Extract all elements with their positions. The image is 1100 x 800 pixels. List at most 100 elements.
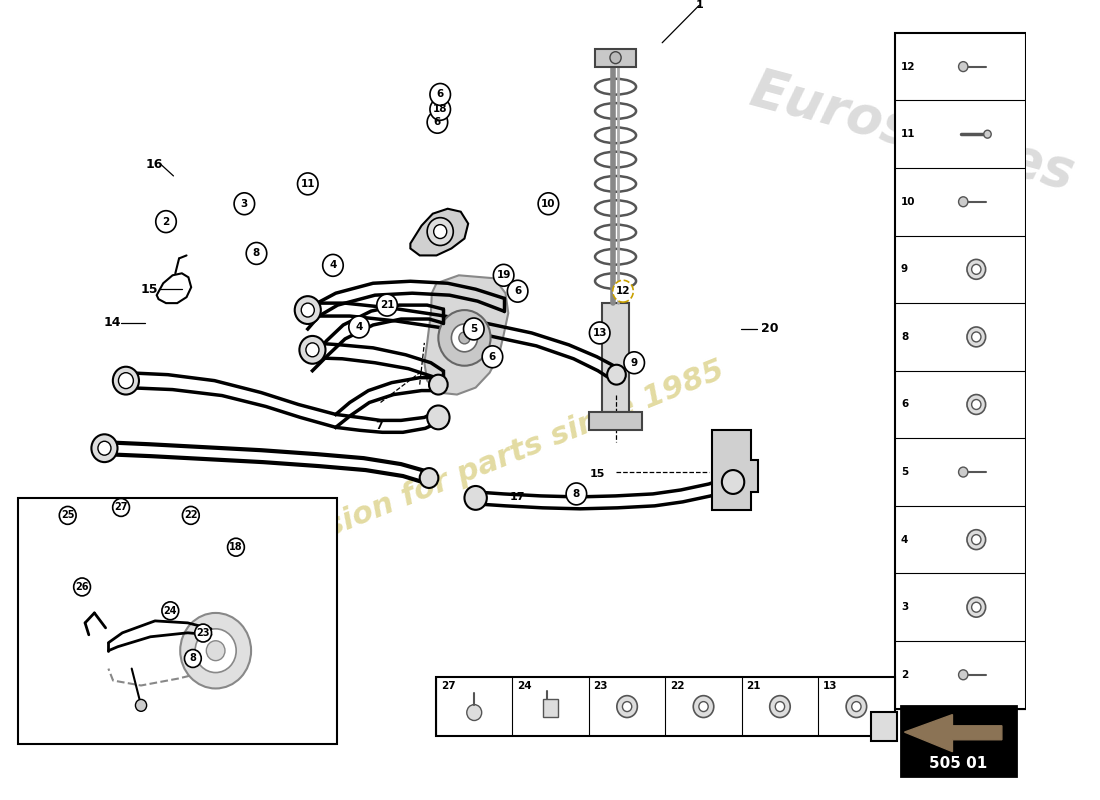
Text: Eurospares: Eurospares bbox=[745, 64, 1081, 201]
Text: 6: 6 bbox=[488, 352, 496, 362]
Circle shape bbox=[967, 259, 986, 279]
Circle shape bbox=[971, 602, 981, 612]
Bar bbox=[590, 413, 641, 430]
Text: 6: 6 bbox=[901, 399, 909, 410]
Text: 24: 24 bbox=[517, 681, 531, 690]
Circle shape bbox=[162, 602, 178, 620]
Circle shape bbox=[59, 506, 76, 524]
Circle shape bbox=[466, 705, 482, 721]
Circle shape bbox=[590, 322, 610, 344]
Circle shape bbox=[430, 83, 451, 106]
Circle shape bbox=[459, 332, 470, 344]
Circle shape bbox=[770, 696, 790, 718]
Circle shape bbox=[322, 254, 343, 276]
Text: 8: 8 bbox=[901, 332, 909, 342]
Circle shape bbox=[429, 374, 448, 394]
Bar bbox=[595, 49, 636, 66]
Text: 15: 15 bbox=[590, 469, 605, 479]
Circle shape bbox=[451, 324, 477, 352]
Circle shape bbox=[119, 373, 133, 389]
Text: 18: 18 bbox=[229, 542, 243, 552]
Circle shape bbox=[306, 343, 319, 357]
Circle shape bbox=[617, 696, 637, 718]
Circle shape bbox=[566, 483, 586, 505]
Circle shape bbox=[624, 352, 645, 374]
Text: 4: 4 bbox=[355, 322, 363, 332]
Text: 13: 13 bbox=[823, 681, 837, 690]
Circle shape bbox=[234, 193, 254, 214]
Circle shape bbox=[295, 296, 321, 324]
Text: 9: 9 bbox=[901, 264, 908, 274]
Text: 6: 6 bbox=[437, 90, 443, 99]
Text: 14: 14 bbox=[103, 317, 121, 330]
Text: 8: 8 bbox=[253, 249, 260, 258]
Text: a passion for parts since 1985: a passion for parts since 1985 bbox=[236, 355, 728, 577]
Bar bbox=[19, 498, 337, 744]
Circle shape bbox=[427, 218, 453, 246]
Text: 505 01: 505 01 bbox=[930, 756, 988, 771]
Polygon shape bbox=[904, 714, 1002, 752]
Circle shape bbox=[74, 578, 90, 596]
Circle shape bbox=[983, 130, 991, 138]
Circle shape bbox=[377, 294, 397, 316]
Circle shape bbox=[349, 316, 370, 338]
Circle shape bbox=[427, 406, 450, 430]
Circle shape bbox=[851, 702, 861, 711]
Circle shape bbox=[623, 702, 631, 711]
Text: 21: 21 bbox=[379, 300, 394, 310]
Circle shape bbox=[607, 365, 626, 385]
Text: 5: 5 bbox=[470, 324, 477, 334]
Bar bbox=[871, 712, 896, 741]
Circle shape bbox=[464, 486, 487, 510]
Circle shape bbox=[98, 442, 111, 455]
Text: 6: 6 bbox=[433, 118, 441, 127]
Circle shape bbox=[463, 318, 484, 340]
Text: 17: 17 bbox=[510, 492, 526, 502]
Circle shape bbox=[156, 210, 176, 233]
Circle shape bbox=[135, 699, 146, 711]
Text: 1985: 1985 bbox=[908, 251, 1022, 315]
Polygon shape bbox=[425, 275, 508, 394]
Circle shape bbox=[507, 280, 528, 302]
Circle shape bbox=[971, 332, 981, 342]
Circle shape bbox=[971, 534, 981, 545]
Text: 2: 2 bbox=[901, 670, 909, 680]
Circle shape bbox=[967, 598, 986, 617]
Bar bbox=[603, 303, 628, 413]
Text: 1: 1 bbox=[695, 0, 703, 10]
Text: 18: 18 bbox=[433, 104, 448, 114]
Text: 11: 11 bbox=[901, 129, 915, 139]
Circle shape bbox=[776, 702, 784, 711]
Circle shape bbox=[538, 193, 559, 214]
Circle shape bbox=[228, 538, 244, 556]
Circle shape bbox=[420, 468, 438, 488]
Text: 4: 4 bbox=[329, 260, 337, 270]
Circle shape bbox=[91, 434, 118, 462]
Text: 21: 21 bbox=[747, 681, 761, 690]
Text: 13: 13 bbox=[593, 328, 607, 338]
Circle shape bbox=[958, 670, 968, 680]
Circle shape bbox=[693, 696, 714, 718]
Circle shape bbox=[438, 310, 491, 366]
Text: 3: 3 bbox=[901, 602, 909, 612]
Bar bbox=[901, 706, 1015, 776]
Text: 23: 23 bbox=[197, 628, 210, 638]
Circle shape bbox=[967, 394, 986, 414]
Bar bbox=[543, 698, 558, 717]
Text: 27: 27 bbox=[114, 502, 128, 513]
Text: 4: 4 bbox=[901, 534, 909, 545]
Text: 7: 7 bbox=[375, 422, 383, 431]
Text: 10: 10 bbox=[901, 197, 915, 206]
Text: 22: 22 bbox=[670, 681, 684, 690]
Circle shape bbox=[958, 197, 968, 206]
Text: 8: 8 bbox=[189, 654, 196, 663]
Circle shape bbox=[299, 336, 326, 364]
Circle shape bbox=[967, 530, 986, 550]
Text: 3: 3 bbox=[241, 198, 248, 209]
Circle shape bbox=[246, 242, 266, 264]
Polygon shape bbox=[712, 430, 758, 510]
Circle shape bbox=[427, 111, 448, 133]
Text: 26: 26 bbox=[75, 582, 89, 592]
Text: 11: 11 bbox=[300, 179, 315, 189]
Circle shape bbox=[297, 173, 318, 195]
